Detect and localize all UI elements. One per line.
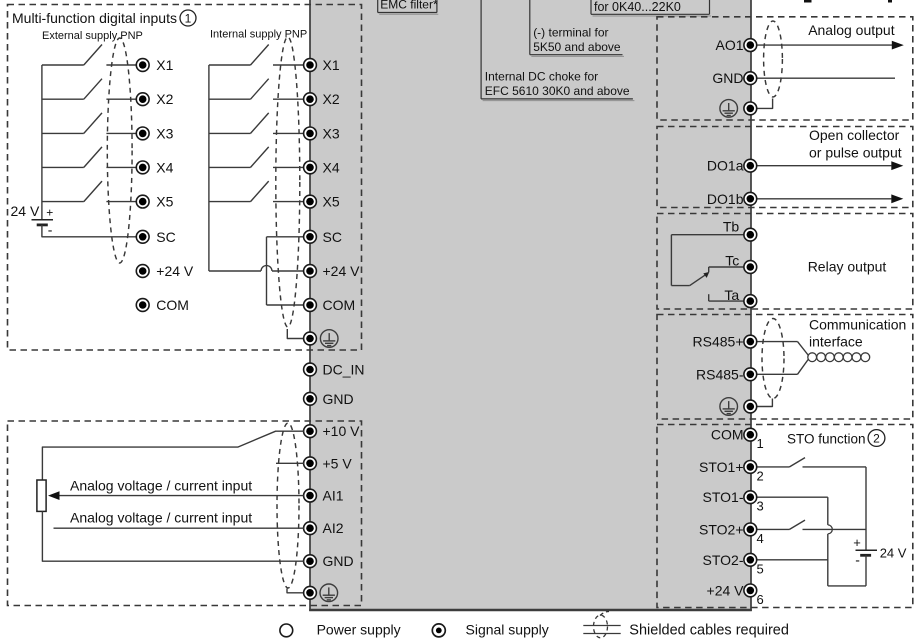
svg-text:Shielded cables required: Shielded cables required [629, 623, 789, 639]
svg-text:DO1a: DO1a [707, 158, 744, 174]
svg-text:+: + [853, 535, 861, 550]
svg-text:COM: COM [711, 427, 744, 443]
svg-text:+10 V: +10 V [323, 423, 361, 439]
svg-text:5K50 and above: 5K50 and above [533, 40, 621, 54]
svg-text:DC_IN: DC_IN [323, 362, 365, 378]
svg-text:RS485-: RS485- [696, 366, 744, 382]
svg-text:SC: SC [323, 229, 342, 245]
svg-text:GND: GND [323, 553, 354, 569]
svg-text:+24 V: +24 V [707, 582, 745, 598]
svg-text:4: 4 [757, 531, 764, 546]
svg-text:or pulse output: or pulse output [809, 145, 902, 161]
svg-text:AI2: AI2 [323, 520, 344, 536]
svg-text:6: 6 [757, 592, 764, 607]
svg-text:DO1b: DO1b [707, 191, 744, 207]
svg-text:X2: X2 [156, 91, 173, 107]
svg-text:24 V: 24 V [880, 545, 907, 560]
svg-text:Analog voltage / current input: Analog voltage / current input [70, 477, 252, 493]
svg-text:+5 V: +5 V [323, 455, 353, 471]
svg-text:COM: COM [156, 297, 189, 313]
svg-text:for 0K40...22K0: for 0K40...22K0 [594, 0, 681, 14]
svg-text:X3: X3 [156, 125, 173, 141]
svg-text:Tc: Tc [725, 252, 739, 268]
svg-text:-: - [48, 222, 53, 238]
svg-text:2: 2 [757, 468, 764, 483]
svg-text:External supply PNP: External supply PNP [42, 30, 143, 42]
svg-text:AO1: AO1 [715, 37, 743, 53]
svg-text:Multi-function digital inputs: Multi-function digital inputs [12, 10, 177, 26]
svg-text:GND: GND [323, 391, 354, 407]
svg-text:X1: X1 [156, 57, 173, 73]
svg-text:STO1-: STO1- [703, 489, 744, 505]
svg-text:COM: COM [323, 297, 356, 313]
svg-text:Analog voltage / current input: Analog voltage / current input [70, 510, 252, 526]
svg-text:X5: X5 [323, 194, 340, 210]
svg-text:+: + [46, 206, 53, 220]
svg-text:EMC filter*: EMC filter* [380, 0, 438, 12]
svg-text:Ta: Ta [724, 287, 739, 303]
svg-text:GND: GND [712, 70, 743, 86]
svg-text:Relay output: Relay output [808, 259, 887, 275]
svg-text:X3: X3 [323, 125, 340, 141]
svg-text:RS485+: RS485+ [693, 334, 744, 350]
svg-text:EFC 5610 30K0 and above: EFC 5610 30K0 and above [485, 84, 630, 98]
svg-text:3: 3 [757, 499, 764, 514]
svg-text:AI1: AI1 [323, 488, 344, 504]
svg-text:interface: interface [809, 334, 863, 350]
svg-text:STO function: STO function [787, 432, 866, 447]
svg-text:Tb: Tb [723, 218, 740, 234]
svg-text:1: 1 [185, 11, 192, 25]
svg-text:24 V: 24 V [10, 203, 39, 219]
svg-text:2: 2 [873, 431, 880, 445]
svg-text:X2: X2 [323, 91, 340, 107]
svg-text:STO1+: STO1+ [699, 459, 744, 475]
svg-text:STO2-: STO2- [703, 552, 744, 568]
svg-text:Signal supply: Signal supply [466, 622, 549, 638]
svg-text:+24 V: +24 V [323, 263, 361, 279]
svg-text:(-) terminal for: (-) terminal for [533, 26, 608, 40]
svg-text:X4: X4 [323, 159, 340, 175]
svg-text:X5: X5 [156, 194, 173, 210]
svg-text:STO2+: STO2+ [699, 521, 744, 537]
svg-text:-: - [855, 551, 860, 567]
svg-text:5: 5 [757, 561, 764, 576]
svg-text:1: 1 [757, 436, 764, 451]
svg-text:+24 V: +24 V [156, 263, 194, 279]
svg-text:SC: SC [156, 229, 175, 245]
svg-text:Power supply: Power supply [317, 622, 401, 638]
svg-text:Internal DC choke for: Internal DC choke for [485, 70, 598, 84]
svg-text:X1: X1 [323, 57, 340, 73]
svg-text:Internal supply PNP: Internal supply PNP [210, 29, 307, 41]
svg-text:Open collector: Open collector [809, 127, 900, 143]
svg-text:X4: X4 [156, 159, 173, 175]
svg-text:Analog output: Analog output [808, 22, 895, 38]
svg-text:Communication: Communication [809, 317, 906, 333]
